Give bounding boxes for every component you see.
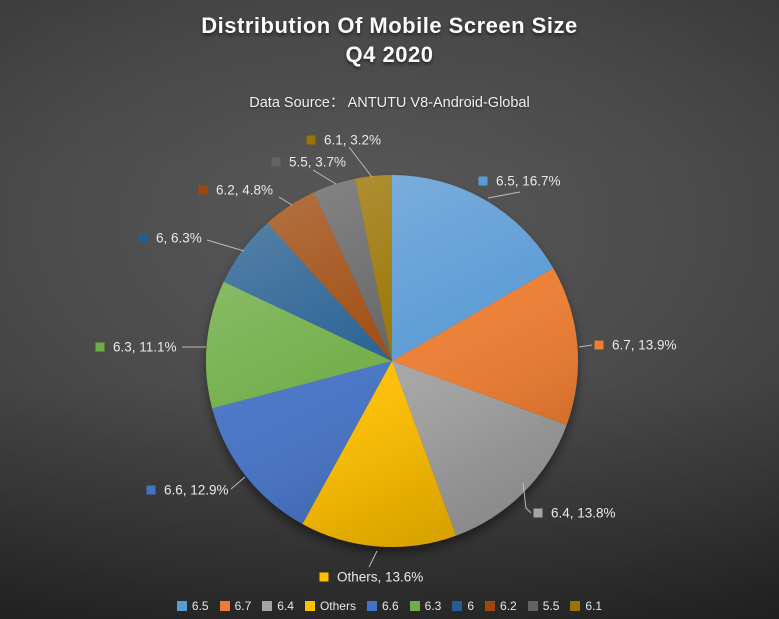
legend-item-5.5[interactable]: 5.5 xyxy=(527,599,560,613)
chart-title: Distribution Of Mobile Screen Size Q4 20… xyxy=(0,11,779,69)
data-label-6.7[interactable]: 6.7, 13.9% xyxy=(594,338,677,353)
leader-line-6.1 xyxy=(348,146,373,178)
legend-item-6.4[interactable]: 6.4 xyxy=(262,599,294,613)
leader-line-Others xyxy=(368,550,378,568)
legend-label: 6.2 xyxy=(500,599,517,613)
legend-label: 6.4 xyxy=(277,599,294,613)
legend-label: 6.7 xyxy=(234,599,252,613)
data-label-6.5[interactable]: 6.5, 16.7% xyxy=(478,174,561,189)
data-label-6.6[interactable]: 6.6, 12.9% xyxy=(146,483,229,498)
label-marker-icon xyxy=(95,342,105,352)
label-text: 6.6, 12.9% xyxy=(164,483,229,498)
legend-swatch-icon xyxy=(452,601,463,611)
data-label-6.1[interactable]: 6.1, 3.2% xyxy=(306,133,382,148)
legend-item-6.7[interactable]: 6.7 xyxy=(219,599,252,613)
chart-title-line2: Q4 2020 xyxy=(345,42,434,67)
label-text: 6.5, 16.7% xyxy=(496,174,561,189)
leader-line-5.5 xyxy=(312,169,337,185)
data-label-6[interactable]: 6, 6.3% xyxy=(138,231,202,246)
label-marker-icon xyxy=(146,485,156,495)
legend-label: 5.5 xyxy=(542,599,560,613)
label-text: Others, 13.6% xyxy=(337,570,423,585)
leader-line-6.6 xyxy=(230,476,246,490)
leader-line-6.2 xyxy=(278,196,293,206)
legend-item-Others[interactable]: Others xyxy=(304,599,356,613)
legend-swatch-icon xyxy=(485,601,496,611)
legend-item-6[interactable]: 6 xyxy=(452,599,474,613)
chart-subtitle: Data Source： ANTUTU V8-Android-Global xyxy=(249,95,530,111)
legend-item-6.2[interactable]: 6.2 xyxy=(485,599,517,613)
label-marker-icon xyxy=(594,340,604,350)
label-leader-lines xyxy=(182,146,593,568)
legend-swatch-icon xyxy=(527,601,538,611)
data-label-5.5[interactable]: 5.5, 3.7% xyxy=(271,155,347,170)
legend-swatch-icon xyxy=(366,601,377,611)
leader-line-6.5 xyxy=(487,191,521,199)
data-label-6.3[interactable]: 6.3, 11.1% xyxy=(95,340,177,355)
label-marker-icon xyxy=(478,176,488,186)
legend-swatch-icon xyxy=(176,601,187,611)
label-marker-icon xyxy=(306,135,316,145)
chart-legend: 6.5 6.7 6.4 Others 6.6 6.3 6 6.2 5.5 6.1 xyxy=(0,599,779,613)
legend-label: 6.6 xyxy=(381,599,399,613)
label-marker-icon xyxy=(138,233,148,243)
label-text: 6.7, 13.9% xyxy=(612,338,677,353)
label-marker-icon xyxy=(533,508,543,518)
leader-line-6.7 xyxy=(578,344,593,348)
chart-title-line1: Distribution Of Mobile Screen Size xyxy=(201,13,578,38)
legend-label: 6.3 xyxy=(424,599,442,613)
legend-item-6.3[interactable]: 6.3 xyxy=(409,599,442,613)
legend-item-6.5[interactable]: 6.5 xyxy=(176,599,209,613)
legend-item-6.1[interactable]: 6.1 xyxy=(570,599,602,613)
legend-label: 6.5 xyxy=(191,599,209,613)
legend-label: 6 xyxy=(467,599,475,613)
data-label-Others[interactable]: Others, 13.6% xyxy=(319,570,424,585)
label-marker-icon xyxy=(198,185,208,195)
label-marker-icon xyxy=(319,572,329,582)
data-label-6.2[interactable]: 6.2, 4.8% xyxy=(198,183,274,198)
legend-label: Others xyxy=(319,599,356,613)
legend-swatch-icon xyxy=(570,601,581,611)
leader-line-6 xyxy=(206,239,245,252)
legend-swatch-icon xyxy=(409,601,420,611)
label-text: 5.5, 3.7% xyxy=(289,155,346,170)
leader-line-6.4 xyxy=(522,482,532,514)
label-text: 6, 6.3% xyxy=(156,231,202,246)
label-text: 6.4, 13.8% xyxy=(551,506,616,521)
legend-swatch-icon xyxy=(304,601,315,611)
legend-item-6.6[interactable]: 6.6 xyxy=(366,599,399,613)
legend-swatch-icon xyxy=(262,601,273,611)
label-text: 6.1, 3.2% xyxy=(324,133,381,148)
legend-label: 6.1 xyxy=(585,599,603,613)
legend-swatch-icon xyxy=(219,601,230,611)
data-label-6.4[interactable]: 6.4, 13.8% xyxy=(533,506,616,521)
label-text: 6.2, 4.8% xyxy=(216,183,273,198)
label-text: 6.3, 11.1% xyxy=(113,340,177,355)
label-marker-icon xyxy=(271,157,281,167)
